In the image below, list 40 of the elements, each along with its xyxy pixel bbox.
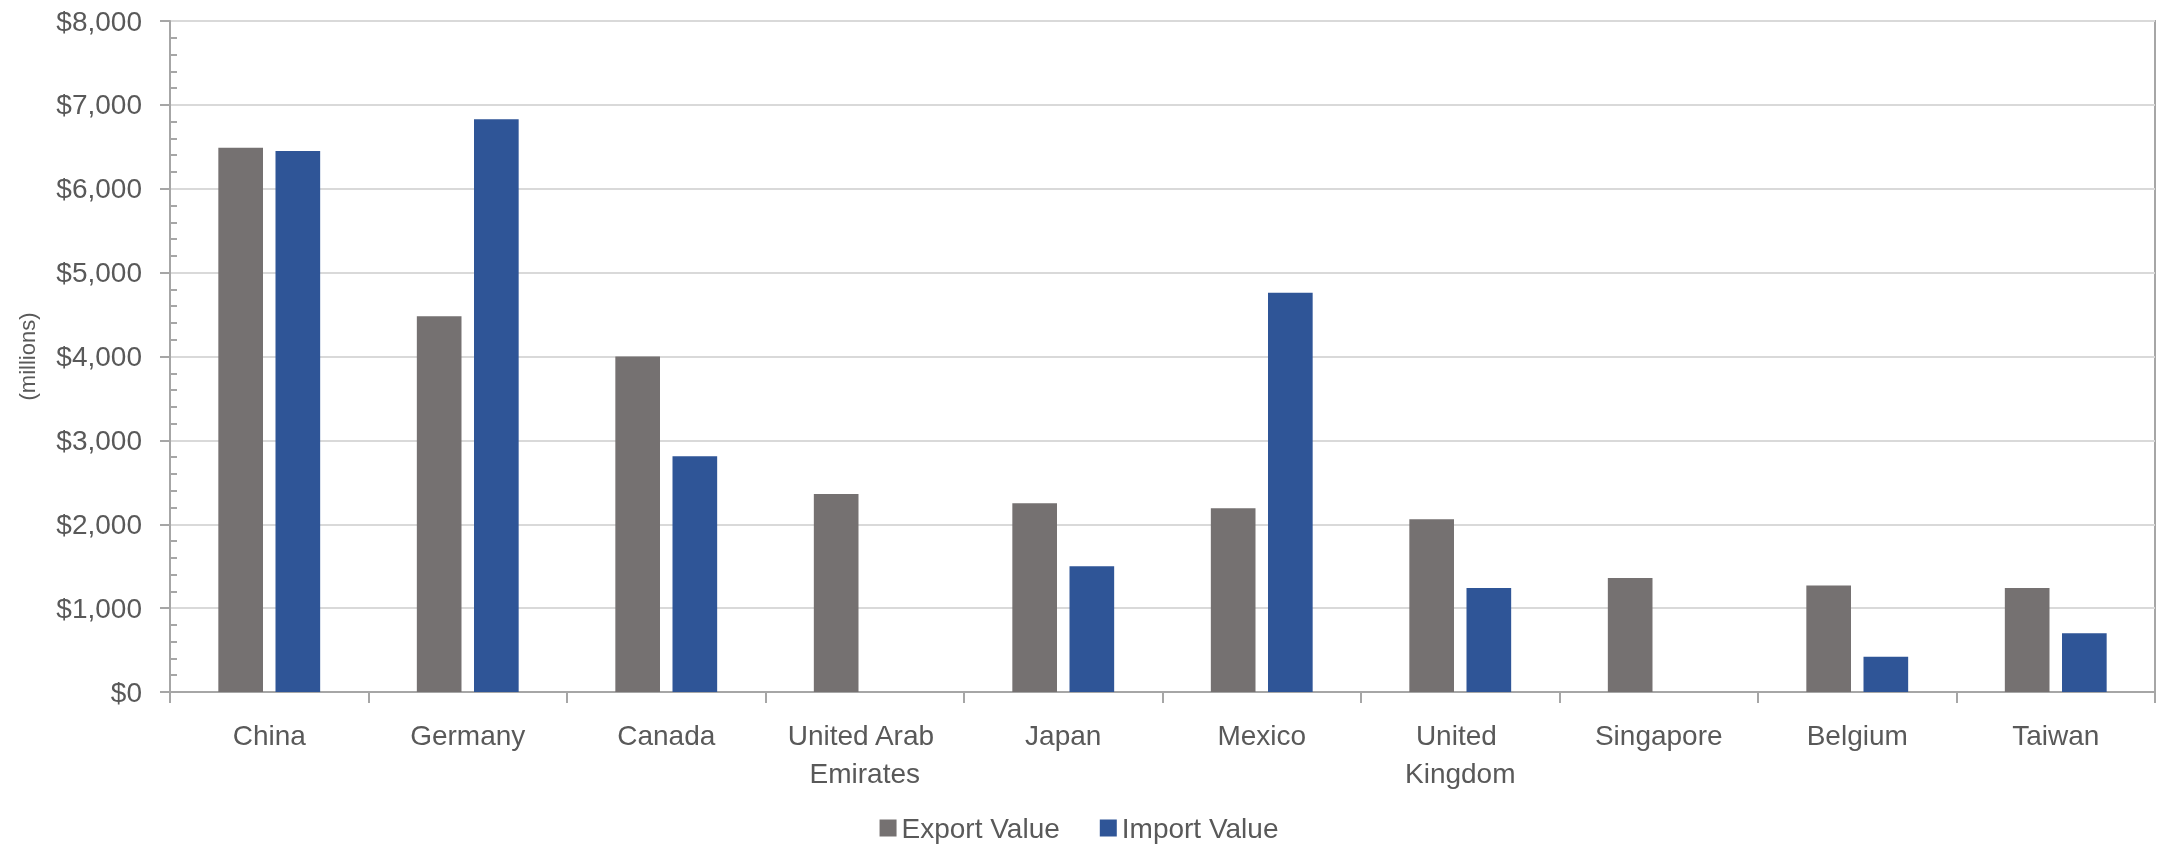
y-tick-label: $0: [110, 676, 142, 708]
y-axis-title: (millions): [14, 312, 40, 401]
x-tick-label: Mexico: [1217, 719, 1307, 751]
bar: [1069, 566, 1115, 692]
x-tick-label: Taiwan: [2012, 719, 2100, 751]
legend-label: Import Value: [1121, 812, 1279, 844]
y-tick-label: $4,000: [56, 341, 142, 372]
bar: [1607, 577, 1653, 692]
bar: [813, 494, 859, 692]
bar: [615, 356, 660, 692]
bar: [1863, 656, 1909, 692]
legend-label: Export Value: [901, 812, 1060, 844]
bar: [1806, 585, 1851, 692]
bar: [1012, 503, 1057, 692]
bar: [1210, 508, 1256, 692]
x-tick-label: United Kingdom: [1404, 719, 1516, 789]
x-tick-label: United Arab Emirates: [787, 719, 942, 789]
bar: [2004, 588, 2050, 692]
y-tick-label: $3,000: [56, 424, 142, 456]
y-tick-label: $1,000: [56, 592, 142, 624]
bar: [275, 151, 321, 692]
bar: [672, 456, 718, 692]
y-tick-label: $7,000: [56, 89, 142, 121]
bar: [416, 316, 462, 692]
bar: [218, 147, 263, 692]
bar: [1409, 519, 1454, 692]
bar: [474, 119, 519, 692]
x-tick-label: Singapore: [1594, 719, 1723, 751]
x-tick-label: Canada: [617, 719, 716, 751]
bar: [1466, 588, 1512, 692]
y-tick-label: $5,000: [56, 257, 142, 289]
y-tick-label: $6,000: [56, 173, 142, 205]
x-tick-label: China: [232, 719, 307, 751]
bar: [1268, 292, 1313, 692]
x-tick-label: Japan: [1025, 719, 1102, 751]
y-tick-label: $2,000: [56, 508, 142, 540]
y-tick-label: $8,000: [56, 5, 142, 37]
x-tick-label: Germany: [410, 719, 526, 751]
bar: [2062, 633, 2107, 692]
x-tick-label: Belgium: [1806, 719, 1908, 751]
